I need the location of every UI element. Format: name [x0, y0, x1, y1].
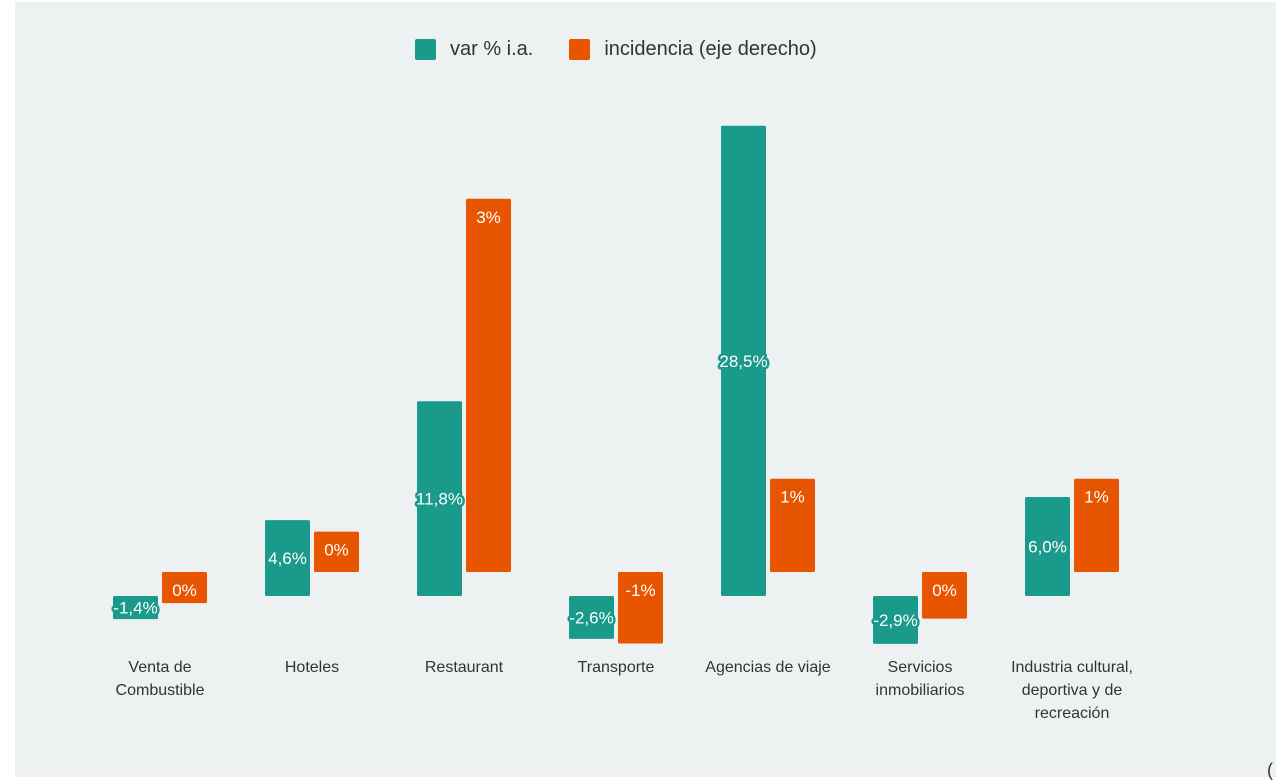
bar-incidencia-1[interactable]: [314, 531, 359, 572]
bar-incidencia-6[interactable]: [1074, 478, 1119, 572]
chart-panel: var % i.a. incidencia (eje derecho): [15, 2, 1276, 777]
legend-swatch-var: [415, 39, 436, 60]
data-label-var-0: -1,4%: [113, 599, 157, 618]
data-label-incidencia-0: 0%: [172, 581, 197, 600]
data-label-incidencia-3: -1%: [625, 581, 655, 600]
legend: var % i.a. incidencia (eje derecho): [415, 38, 853, 61]
category-label-line: inmobiliarios: [875, 682, 965, 699]
category-label-line: Venta de: [128, 659, 192, 676]
data-label-var-5: -2,9%: [873, 611, 917, 630]
category-label-4: Agencias de viaje: [678, 656, 858, 679]
category-label-line: Restaurant: [424, 659, 504, 676]
category-label-3: Transporte: [526, 656, 706, 679]
bar-var-3[interactable]: [569, 596, 614, 639]
bar-var-5[interactable]: [873, 596, 918, 644]
data-label-incidencia-2: 3%: [476, 208, 501, 227]
category-label-line: Agencias de viaje: [705, 659, 831, 676]
bar-var-6[interactable]: [1025, 497, 1070, 596]
data-label-var-4: 28,5%: [719, 352, 767, 371]
bar-var-4[interactable]: [721, 125, 766, 596]
legend-entry-incidencia[interactable]: incidencia (eje derecho): [569, 38, 817, 61]
bar-var-0[interactable]: [113, 596, 158, 620]
data-label-var-2: 11,8%: [416, 490, 463, 509]
category-label-line: Servicios: [887, 659, 953, 676]
bar-var-2[interactable]: [417, 401, 462, 596]
category-label-2: Restaurant: [374, 656, 554, 679]
legend-entry-var[interactable]: var % i.a.: [415, 38, 533, 61]
corner-mark: (: [1267, 760, 1273, 780]
data-label-incidencia-6: 1%: [1084, 488, 1109, 507]
bar-incidencia-3[interactable]: [618, 572, 663, 644]
category-label-line: Combustible: [115, 682, 205, 699]
data-label-incidencia-1: 0%: [324, 541, 349, 560]
bar-incidencia-0[interactable]: [162, 572, 207, 604]
category-label-1: Hoteles: [222, 656, 402, 679]
data-label-var-1: 4,6%: [268, 549, 307, 568]
bar-incidencia-5[interactable]: [922, 572, 967, 619]
category-label-5: Servicios inmobiliarios: [830, 656, 1010, 702]
legend-label-var: var % i.a.: [450, 38, 534, 60]
category-label-line: Hoteles: [284, 659, 340, 676]
category-label-line: Industria cultural,: [1011, 659, 1133, 676]
data-label-incidencia-5: 0%: [932, 581, 957, 600]
data-label-var-3: -2,6%: [569, 608, 613, 627]
legend-label-incidencia: incidencia (eje derecho): [604, 38, 817, 60]
bar-incidencia-2[interactable]: [466, 198, 511, 573]
data-label-var-6: 6,0%: [1028, 538, 1067, 557]
category-label-line: Transporte: [577, 659, 655, 676]
category-label-line: recreación: [1034, 705, 1110, 722]
bar-var-1[interactable]: [265, 520, 310, 596]
legend-swatch-incidencia: [569, 39, 591, 60]
category-label-6: Industria cultural, deportiva y de recreac…: [982, 656, 1162, 725]
bar-incidencia-4[interactable]: [770, 478, 815, 572]
category-label-0: Venta de Combustible: [70, 656, 250, 702]
category-label-line: deportiva y de: [1021, 682, 1123, 699]
data-label-incidencia-4: 1%: [780, 488, 805, 507]
